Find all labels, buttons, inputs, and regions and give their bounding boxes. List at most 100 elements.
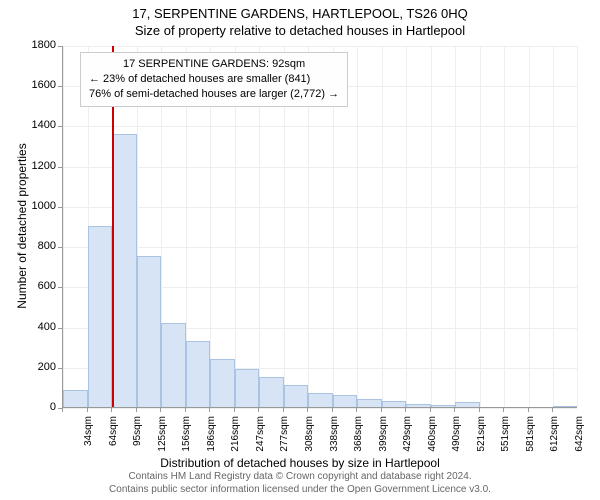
x-tick-label: 156sqm xyxy=(181,416,192,460)
x-tick-label: 308sqm xyxy=(304,416,315,460)
y-tick-mark xyxy=(58,247,62,248)
x-tick-label: 551sqm xyxy=(500,416,511,460)
x-tick-label: 216sqm xyxy=(230,416,241,460)
histogram-bar xyxy=(455,402,480,407)
gridline-v xyxy=(406,46,407,407)
x-tick-label: 125sqm xyxy=(157,416,168,460)
x-tick-mark xyxy=(307,408,308,412)
x-tick-label: 64sqm xyxy=(108,416,119,460)
x-tick-mark xyxy=(552,408,553,412)
x-tick-mark xyxy=(160,408,161,412)
footer-line-1: Contains HM Land Registry data © Crown c… xyxy=(0,470,600,483)
gridline-v xyxy=(455,46,456,407)
x-tick-label: 399sqm xyxy=(378,416,389,460)
histogram-bar xyxy=(88,226,113,407)
y-tick-mark xyxy=(58,46,62,47)
y-tick-mark xyxy=(58,207,62,208)
chart-subtitle: Size of property relative to detached ho… xyxy=(0,21,600,38)
x-tick-mark xyxy=(136,408,137,412)
x-tick-mark xyxy=(87,408,88,412)
y-tick-label: 600 xyxy=(24,280,56,292)
histogram-bar xyxy=(259,377,284,407)
y-tick-label: 1000 xyxy=(24,200,56,212)
x-tick-mark xyxy=(332,408,333,412)
x-tick-label: 581sqm xyxy=(525,416,536,460)
gridline-v xyxy=(357,46,358,407)
x-tick-mark xyxy=(454,408,455,412)
y-tick-mark xyxy=(58,287,62,288)
gridline-h xyxy=(63,408,577,409)
x-tick-mark xyxy=(356,408,357,412)
gridline-h xyxy=(63,247,577,248)
gridline-v xyxy=(63,46,64,407)
chart-title: 17, SERPENTINE GARDENS, HARTLEPOOL, TS26… xyxy=(0,0,600,21)
gridline-h xyxy=(63,46,577,47)
x-tick-label: 95sqm xyxy=(132,416,143,460)
histogram-bar xyxy=(308,393,333,407)
y-tick-label: 1200 xyxy=(24,160,56,172)
x-tick-label: 34sqm xyxy=(83,416,94,460)
histogram-bar xyxy=(112,134,137,408)
histogram-bar xyxy=(284,385,309,407)
gridline-v xyxy=(382,46,383,407)
y-tick-label: 1400 xyxy=(24,119,56,131)
x-tick-label: 612sqm xyxy=(549,416,560,460)
x-tick-label: 277sqm xyxy=(279,416,290,460)
info-box-line: ← 23% of detached houses are smaller (84… xyxy=(89,72,339,87)
gridline-h xyxy=(63,167,577,168)
x-tick-mark xyxy=(381,408,382,412)
x-tick-label: 429sqm xyxy=(402,416,413,460)
x-tick-mark xyxy=(258,408,259,412)
y-tick-label: 800 xyxy=(24,240,56,252)
y-tick-label: 400 xyxy=(24,321,56,333)
y-tick-mark xyxy=(58,86,62,87)
y-tick-mark xyxy=(58,328,62,329)
histogram-bar xyxy=(186,341,211,407)
gridline-v xyxy=(504,46,505,407)
gridline-v xyxy=(480,46,481,407)
x-tick-mark xyxy=(62,408,63,412)
y-tick-label: 1600 xyxy=(24,79,56,91)
y-tick-mark xyxy=(58,126,62,127)
info-box-line: 17 SERPENTINE GARDENS: 92sqm xyxy=(89,57,339,72)
info-box: 17 SERPENTINE GARDENS: 92sqm← 23% of det… xyxy=(80,52,348,107)
x-tick-label: 642sqm xyxy=(574,416,585,460)
histogram-bar xyxy=(235,369,260,407)
gridline-h xyxy=(63,207,577,208)
y-tick-mark xyxy=(58,167,62,168)
histogram-bar xyxy=(553,406,578,407)
x-tick-mark xyxy=(111,408,112,412)
y-tick-mark xyxy=(58,368,62,369)
x-tick-mark xyxy=(503,408,504,412)
gridline-h xyxy=(63,126,577,127)
histogram-bar xyxy=(382,401,407,407)
x-tick-label: 338sqm xyxy=(329,416,340,460)
x-tick-mark xyxy=(528,408,529,412)
x-tick-label: 490sqm xyxy=(451,416,462,460)
y-tick-label: 200 xyxy=(24,361,56,373)
x-tick-label: 521sqm xyxy=(476,416,487,460)
x-tick-mark xyxy=(209,408,210,412)
x-tick-mark xyxy=(479,408,480,412)
x-tick-label: 460sqm xyxy=(427,416,438,460)
y-tick-label: 1800 xyxy=(24,39,56,51)
histogram-bar xyxy=(63,390,88,407)
x-tick-label: 186sqm xyxy=(206,416,217,460)
x-tick-label: 247sqm xyxy=(255,416,266,460)
histogram-bar xyxy=(357,399,382,407)
x-tick-mark xyxy=(185,408,186,412)
histogram-bar xyxy=(161,323,186,407)
gridline-v xyxy=(553,46,554,407)
histogram-bar xyxy=(406,404,431,407)
gridline-v xyxy=(529,46,530,407)
x-tick-mark xyxy=(430,408,431,412)
histogram-bar xyxy=(210,359,235,407)
histogram-bar xyxy=(431,405,456,407)
gridline-v xyxy=(431,46,432,407)
footer-line-2: Contains public sector information licen… xyxy=(0,483,600,496)
y-tick-label: 0 xyxy=(24,401,56,413)
info-box-line: 76% of semi-detached houses are larger (… xyxy=(89,87,339,102)
x-tick-mark xyxy=(234,408,235,412)
histogram-bar xyxy=(333,395,358,407)
histogram-bar xyxy=(137,256,162,407)
